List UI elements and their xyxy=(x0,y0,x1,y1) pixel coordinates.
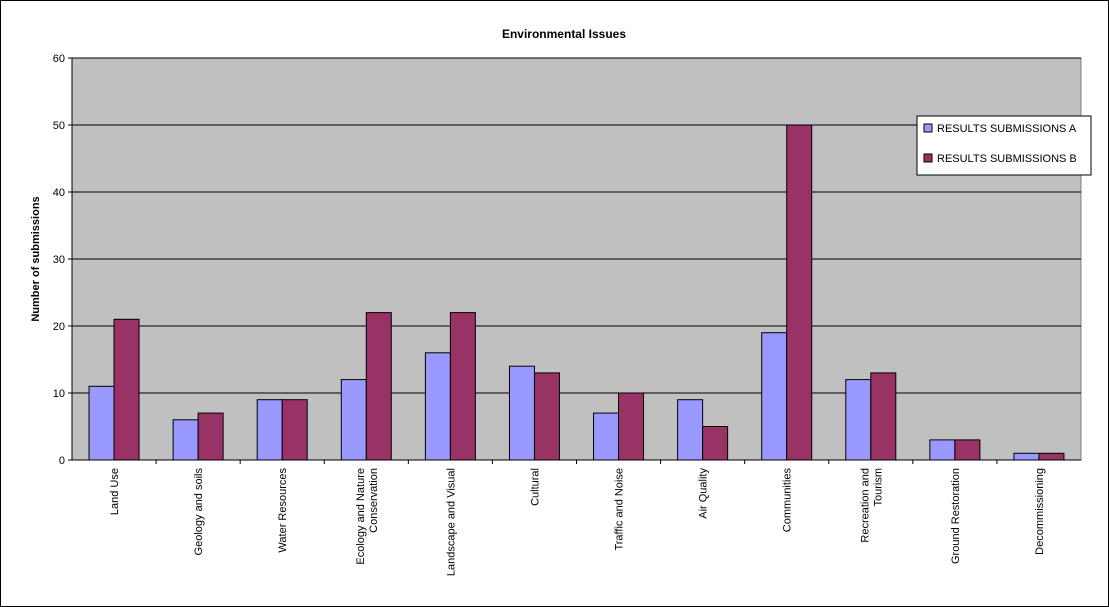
category-label: Ground Restoration xyxy=(950,468,962,564)
bar-b xyxy=(449,312,476,461)
category-label-line: Conservation xyxy=(368,468,380,533)
category-label: Geology and soils xyxy=(193,468,205,556)
bar-a xyxy=(508,365,535,461)
category-label-line: Air Quality xyxy=(698,468,710,519)
bar-b xyxy=(197,412,224,461)
chart-title: Environmental Issues xyxy=(502,27,626,41)
y-tick-label: 20 xyxy=(53,321,65,333)
category-label-line: Cultural xyxy=(529,468,541,506)
y-tick-label: 40 xyxy=(53,187,65,199)
bar-b xyxy=(870,372,897,461)
category-label: Traffic and Noise xyxy=(614,468,626,551)
bar-b xyxy=(365,312,392,461)
category-label-line: Ecology and Nature xyxy=(355,468,367,565)
category-label-line: Recreation and xyxy=(859,468,871,543)
bar-a xyxy=(1013,452,1040,461)
legend-label: RESULTS SUBMISSIONS B xyxy=(937,153,1077,165)
bar-a xyxy=(677,399,704,461)
category-label-line: Landscape and Visual xyxy=(445,468,457,576)
y-tick-label: 50 xyxy=(53,120,65,132)
legend-swatch xyxy=(923,153,933,163)
category-label-line: Land Use xyxy=(109,468,121,515)
bar-a xyxy=(256,399,283,461)
bar-a xyxy=(761,332,788,461)
bar-a xyxy=(593,412,620,461)
category-label-line: Tourism xyxy=(872,468,884,507)
bar-b xyxy=(533,372,560,461)
category-label-line: Water Resources xyxy=(277,468,289,553)
y-tick-label: 60 xyxy=(53,53,65,65)
category-label: Cultural xyxy=(529,468,541,506)
plot-area: 0 10 20 30 40 50 60 Land Use Geology and soils Wa… xyxy=(53,53,1082,576)
category-label: Communities xyxy=(782,468,794,533)
bar-b xyxy=(281,399,308,461)
category-label: Water Resources xyxy=(277,468,289,553)
category-label: Landscape and Visual xyxy=(445,468,457,576)
category-label: Land Use xyxy=(109,468,121,515)
legend-swatch xyxy=(923,123,933,133)
bar-a xyxy=(340,379,367,461)
category-label-line: Ground Restoration xyxy=(950,468,962,564)
bar-b xyxy=(1038,452,1065,461)
bar-a xyxy=(929,439,956,461)
category-label: Air Quality xyxy=(698,468,710,519)
legend: RESULTS SUBMISSIONS A RESULTS SUBMISSIONS… xyxy=(916,115,1092,176)
bar-b xyxy=(618,392,645,461)
legend-label: RESULTS SUBMISSIONS A xyxy=(937,123,1077,135)
bar-a xyxy=(845,379,872,461)
bar-a xyxy=(172,419,199,461)
category-label-line: Traffic and Noise xyxy=(614,468,626,551)
category-label: Ecology and Nature Conservation xyxy=(355,468,380,565)
category-label-line: Geology and soils xyxy=(193,468,205,556)
y-axis-label: Number of submissions xyxy=(30,196,42,321)
y-tick-label: 30 xyxy=(53,254,65,266)
bar-b xyxy=(702,426,729,461)
y-tick-label: 0 xyxy=(59,455,65,467)
bar-a xyxy=(424,352,451,461)
bar-b xyxy=(954,439,981,461)
category-label: Decommissioning xyxy=(1034,468,1046,555)
bar-b xyxy=(786,124,813,461)
y-tick-label: 10 xyxy=(53,388,65,400)
category-label: Recreation and Tourism xyxy=(859,468,884,543)
legend-box xyxy=(916,115,1092,176)
category-label-line: Communities xyxy=(782,468,794,533)
bar-b xyxy=(113,318,140,461)
category-label-line: Decommissioning xyxy=(1034,468,1046,555)
bar-a xyxy=(88,385,115,461)
